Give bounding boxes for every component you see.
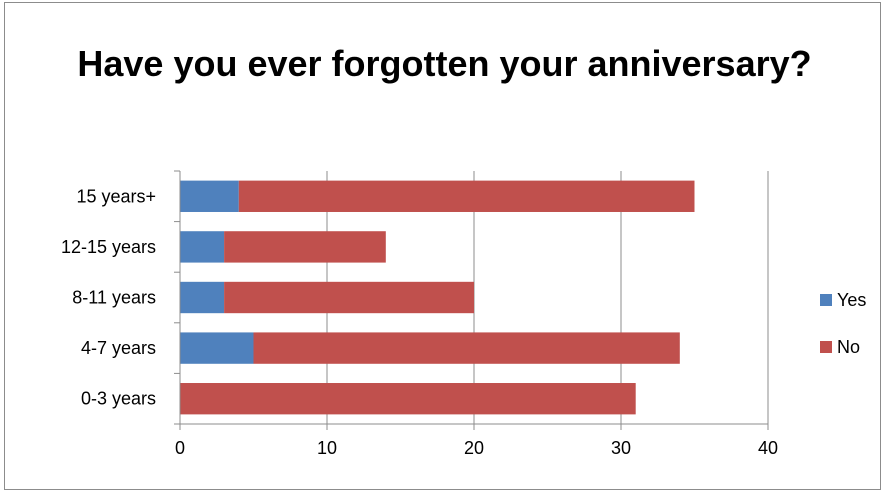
bar-no-2 [224, 281, 474, 314]
legend-swatch-yes [820, 294, 832, 306]
category-label: 8-11 years [72, 288, 156, 308]
bar-yes-4 [180, 180, 239, 212]
chart-title: Have you ever forgotten your anniversary… [77, 43, 812, 84]
bar-yes-1 [180, 332, 254, 364]
bar-no-4 [238, 180, 695, 212]
tick-labels: 0 10 20 30 40 [175, 438, 778, 458]
bar-no-3 [224, 231, 386, 263]
axes [174, 170, 769, 430]
bar-no-1 [253, 332, 680, 364]
category-label: 0-3 years [81, 389, 156, 409]
legend-swatch-no [820, 341, 832, 353]
category-label: 12-15 years [61, 237, 156, 257]
x-tick-label: 40 [758, 438, 778, 458]
legend: Yes No [820, 290, 866, 357]
bars [180, 180, 695, 415]
category-label: 4-7 years [81, 338, 156, 358]
x-tick-label: 10 [317, 438, 337, 458]
category-labels: 0-3 years 4-7 years 8-11 years 12-15 years 1… [61, 186, 156, 408]
category-label: 15 years+ [76, 186, 156, 206]
x-tick-label: 20 [464, 438, 484, 458]
bar-no-0 [180, 383, 636, 415]
legend-label-no: No [837, 337, 860, 357]
x-tick-label: 0 [175, 438, 185, 458]
bar-yes-2 [180, 281, 225, 314]
bar-yes-3 [180, 231, 225, 263]
x-tick-label: 30 [611, 438, 631, 458]
legend-label-yes: Yes [837, 290, 866, 310]
